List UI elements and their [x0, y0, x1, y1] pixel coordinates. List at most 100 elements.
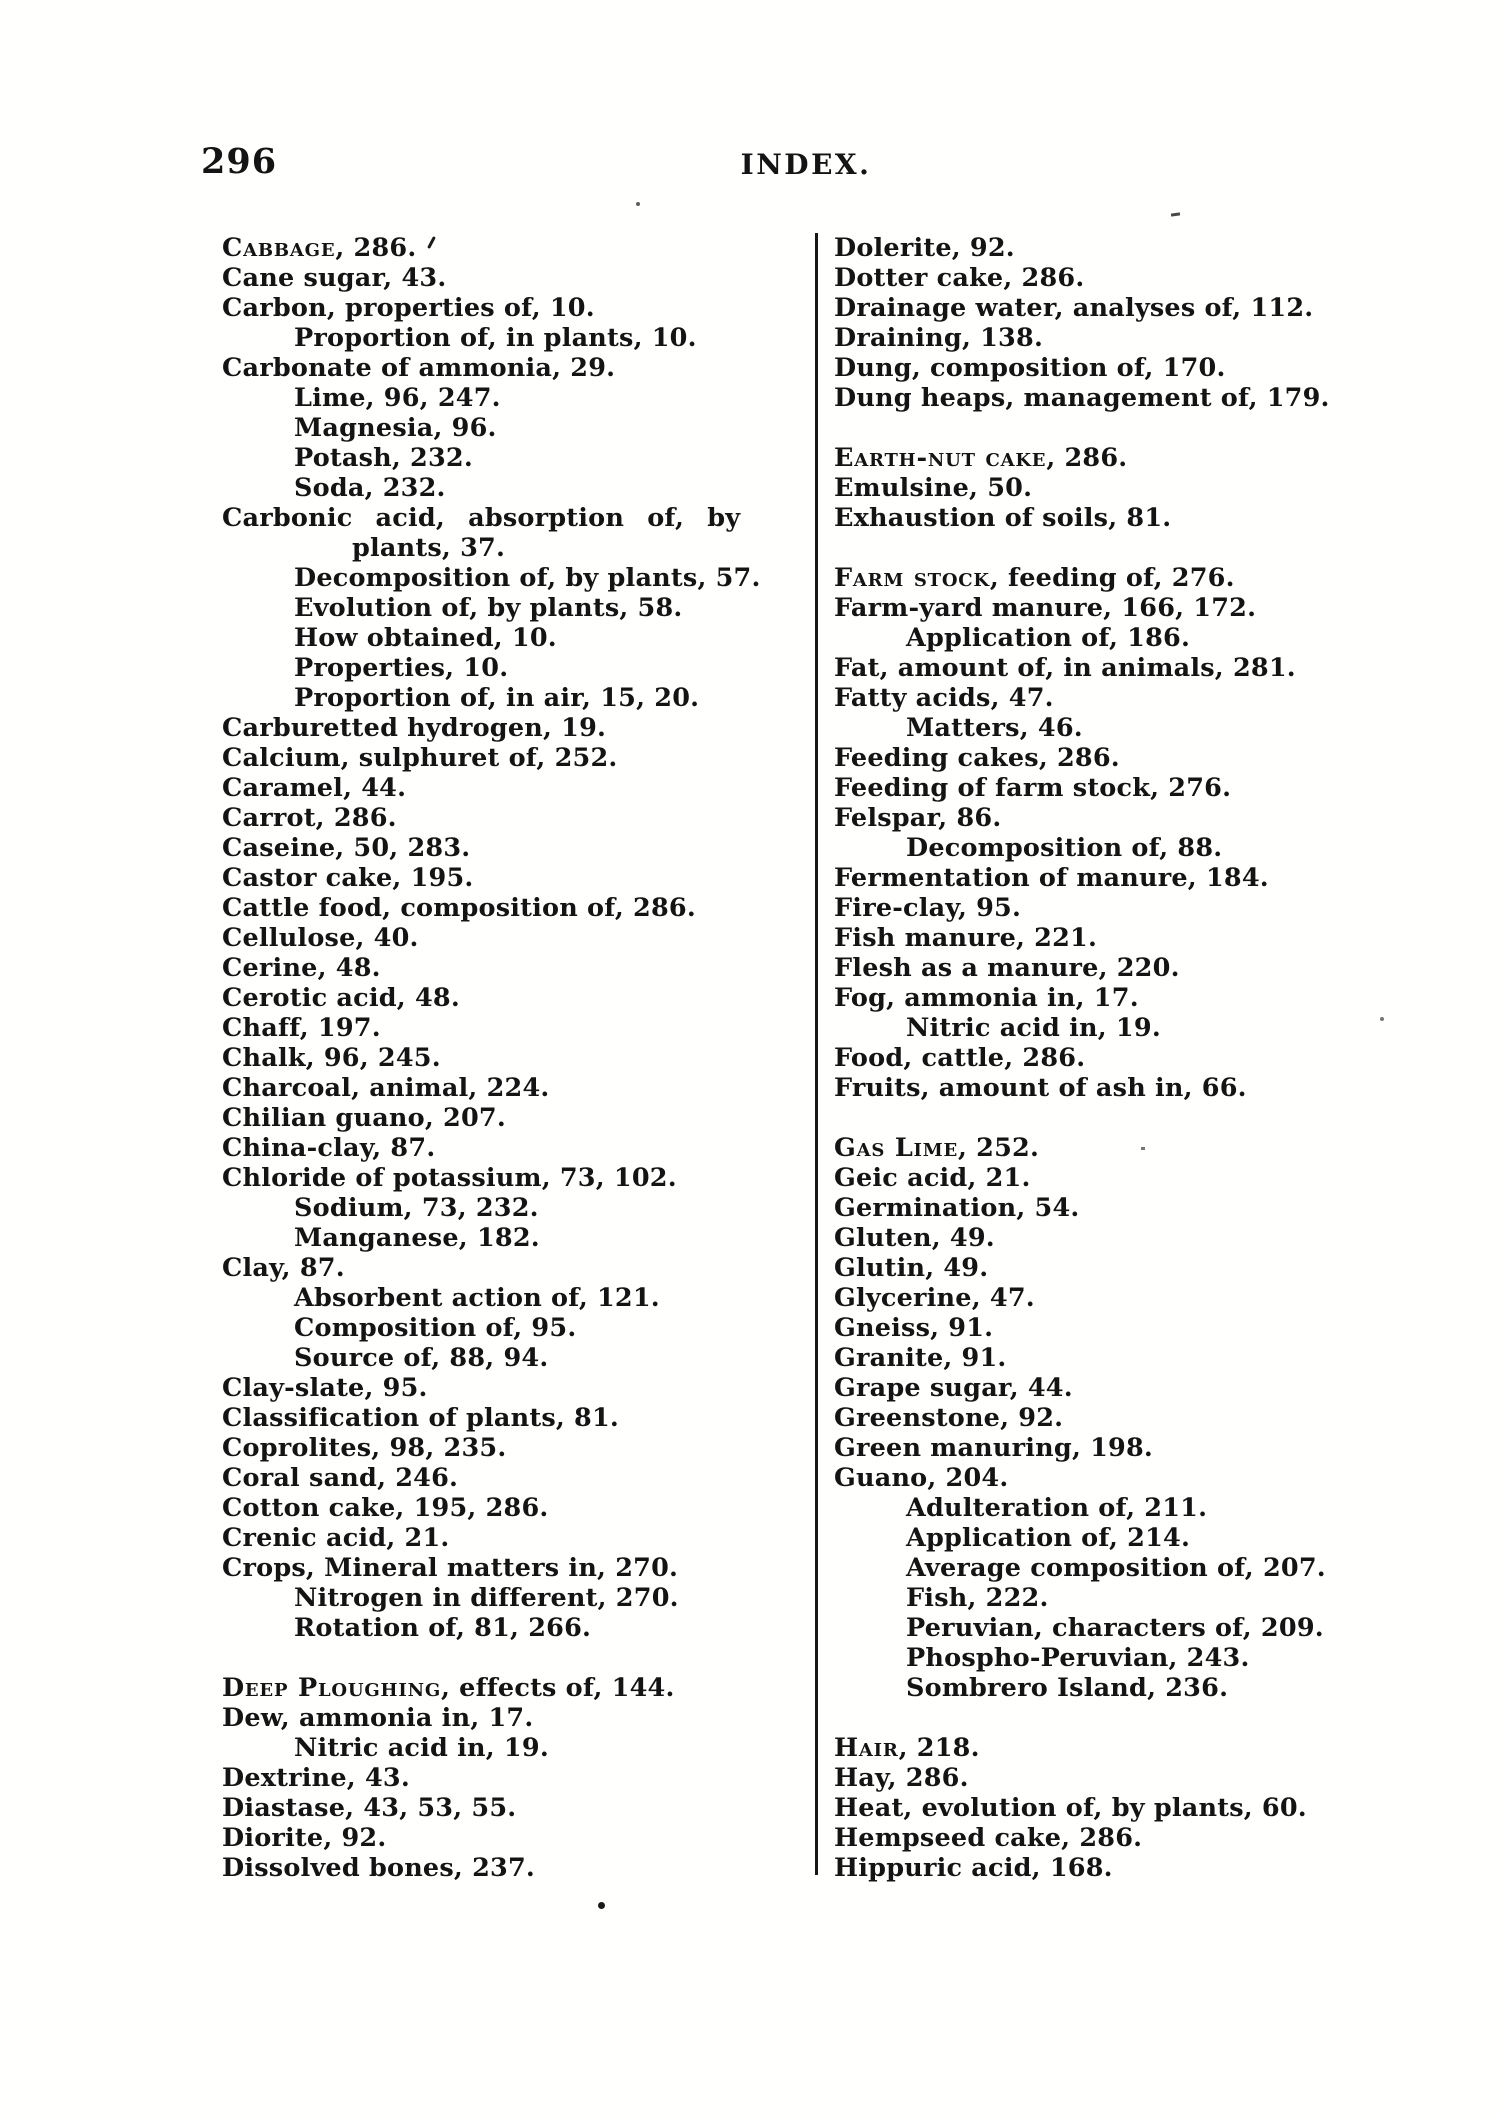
index-entry: Clay, 87. [222, 1253, 345, 1283]
index-entry: Dung, composition of, 170. [834, 353, 1226, 383]
index-entry: Adulteration of, 211. [906, 1493, 1208, 1523]
index-entry: Gas Lime, 252. [834, 1133, 1040, 1163]
scan-artifact-dot [1380, 1017, 1384, 1021]
index-entry: Farm-yard manure, 166, 172. [834, 593, 1257, 623]
index-entry: Feeding cakes, 286. [834, 743, 1120, 773]
index-entry: Carrot, 286. [222, 803, 397, 833]
index-entry: Matters, 46. [906, 713, 1083, 743]
index-entry: Fruits, amount of ash in, 66. [834, 1073, 1247, 1103]
index-entry: Cattle food, composition of, 286. [222, 893, 696, 923]
scan-artifact-dot [636, 202, 640, 206]
index-entry: Crenic acid, 21. [222, 1523, 450, 1553]
index-entry: Carbonic acid, absorption of, by [222, 503, 741, 533]
index-section-gap [834, 413, 1479, 443]
index-entry: Manganese, 182. [294, 1223, 540, 1253]
index-entry: Absorbent action of, 121. [294, 1283, 660, 1313]
index-entry: plants, 37. [352, 533, 506, 563]
scan-artifact-dot [598, 1902, 605, 1909]
index-entry: Dew, ammonia in, 17. [222, 1703, 534, 1733]
index-entry: Diorite, 92. [222, 1823, 387, 1853]
index-entry: Nitric acid in, 19. [294, 1733, 549, 1763]
index-entry-headword: Deep Ploughing [222, 1673, 441, 1703]
index-entry: Properties, 10. [294, 653, 509, 683]
index-entry: Coral sand, 246. [222, 1463, 459, 1493]
page-title: INDEX. [740, 148, 872, 181]
index-entry: Clay-slate, 95. [222, 1373, 428, 1403]
index-entry: Felspar, 86. [834, 803, 1002, 833]
index-entry: Soda, 232. [294, 473, 446, 503]
index-entry: Crops, Mineral matters in, 270. [222, 1553, 679, 1583]
index-entry: China-clay, 87. [222, 1133, 436, 1163]
index-entry-headword: Gas Lime [834, 1133, 959, 1163]
index-entry: Draining, 138. [834, 323, 1044, 353]
index-entry: Magnesia, 96. [294, 413, 497, 443]
index-entry: Fire-clay, 95. [834, 893, 1022, 923]
column-divider-rule [815, 233, 818, 1875]
index-entry-headword: Cabbage [222, 233, 336, 263]
index-entry: Castor cake, 195. [222, 863, 474, 893]
index-entry: Phospho-Peruvian, 243. [906, 1643, 1250, 1673]
index-entry: Peruvian, characters of, 209. [906, 1613, 1324, 1643]
index-entry: Rotation of, 81, 266. [294, 1613, 592, 1643]
index-entry: Application of, 214. [906, 1523, 1191, 1553]
index-entry-headword: Earth-nut cake [834, 443, 1047, 473]
index-section-gap [222, 1643, 807, 1673]
index-entry: Fish, 222. [906, 1583, 1049, 1613]
index-entry: Granite, 91. [834, 1343, 1007, 1373]
index-entry: Chalk, 96, 245. [222, 1043, 441, 1073]
index-entry: Heat, evolution of, by plants, 60. [834, 1793, 1307, 1823]
index-entry: Exhaustion of soils, 81. [834, 503, 1172, 533]
page-number: 296 [201, 141, 278, 182]
index-entry: Gneiss, 91. [834, 1313, 994, 1343]
index-entry: Deep Ploughing, effects of, 144. [222, 1673, 675, 1703]
index-section-gap [834, 1703, 1479, 1733]
index-entry: Average composition of, 207. [906, 1553, 1326, 1583]
index-entry: Sodium, 73, 232. [294, 1193, 539, 1223]
index-entry: Decomposition of, by plants, 57. [294, 563, 761, 593]
index-entry: Dotter cake, 286. [834, 263, 1085, 293]
index-entry: Dung heaps, management of, 179. [834, 383, 1330, 413]
index-entry: Chaff, 197. [222, 1013, 381, 1043]
index-entry: Fatty acids, 47. [834, 683, 1054, 713]
index-entry: Carbonate of ammonia, 29. [222, 353, 616, 383]
index-entry: Caramel, 44. [222, 773, 407, 803]
index-entry: Cane sugar, 43. [222, 263, 447, 293]
index-column-left: Cabbage, 286. Cane sugar, 43. Carbon, prop… [222, 233, 807, 1883]
index-entry: Dissolved bones, 237. [222, 1853, 535, 1883]
index-entry: Germination, 54. [834, 1193, 1080, 1223]
index-entry: Sombrero Island, 236. [906, 1673, 1229, 1703]
index-entry: Fish manure, 221. [834, 923, 1098, 953]
index-entry: Earth-nut cake, 286. [834, 443, 1128, 473]
index-entry: Decomposition of, 88. [906, 833, 1223, 863]
index-section-gap [834, 533, 1479, 563]
index-entry: Cerine, 48. [222, 953, 381, 983]
index-entry: Food, cattle, 286. [834, 1043, 1086, 1073]
index-entry: Flesh as a manure, 220. [834, 953, 1180, 983]
index-entry: Source of, 88, 94. [294, 1343, 549, 1373]
index-entry: Proportion of, in plants, 10. [294, 323, 697, 353]
index-entry: Hippuric acid, 168. [834, 1853, 1113, 1883]
index-entry: Hay, 286. [834, 1763, 969, 1793]
index-entry: Diastase, 43, 53, 55. [222, 1793, 517, 1823]
index-entry: Lime, 96, 247. [294, 383, 501, 413]
index-entry: Fermentation of manure, 184. [834, 863, 1269, 893]
index-entry: Cerotic acid, 48. [222, 983, 460, 1013]
index-entry: Feeding of farm stock, 276. [834, 773, 1232, 803]
index-entry: Chloride of potassium, 73, 102. [222, 1163, 677, 1193]
index-entry: Guano, 204. [834, 1463, 1009, 1493]
scan-artifact-dot [1141, 1147, 1145, 1150]
scan-artifact-dash [1170, 212, 1181, 217]
index-entry: Classification of plants, 81. [222, 1403, 619, 1433]
index-entry: Carburetted hydrogen, 19. [222, 713, 607, 743]
index-section-gap [834, 1103, 1479, 1133]
index-entry: Hempseed cake, 286. [834, 1823, 1143, 1853]
index-entry: Glutin, 49. [834, 1253, 989, 1283]
index-column-right: Dolerite, 92. Dotter cake, 286. Drainage w… [834, 233, 1479, 1883]
index-entry: Charcoal, animal, 224. [222, 1073, 550, 1103]
index-entry: Cabbage, 286. [222, 233, 417, 263]
index-entry: Dextrine, 43. [222, 1763, 410, 1793]
index-entry: Caseine, 50, 283. [222, 833, 471, 863]
index-entry: Farm stock, feeding of, 276. [834, 563, 1235, 593]
index-entry: Chilian guano, 207. [222, 1103, 506, 1133]
